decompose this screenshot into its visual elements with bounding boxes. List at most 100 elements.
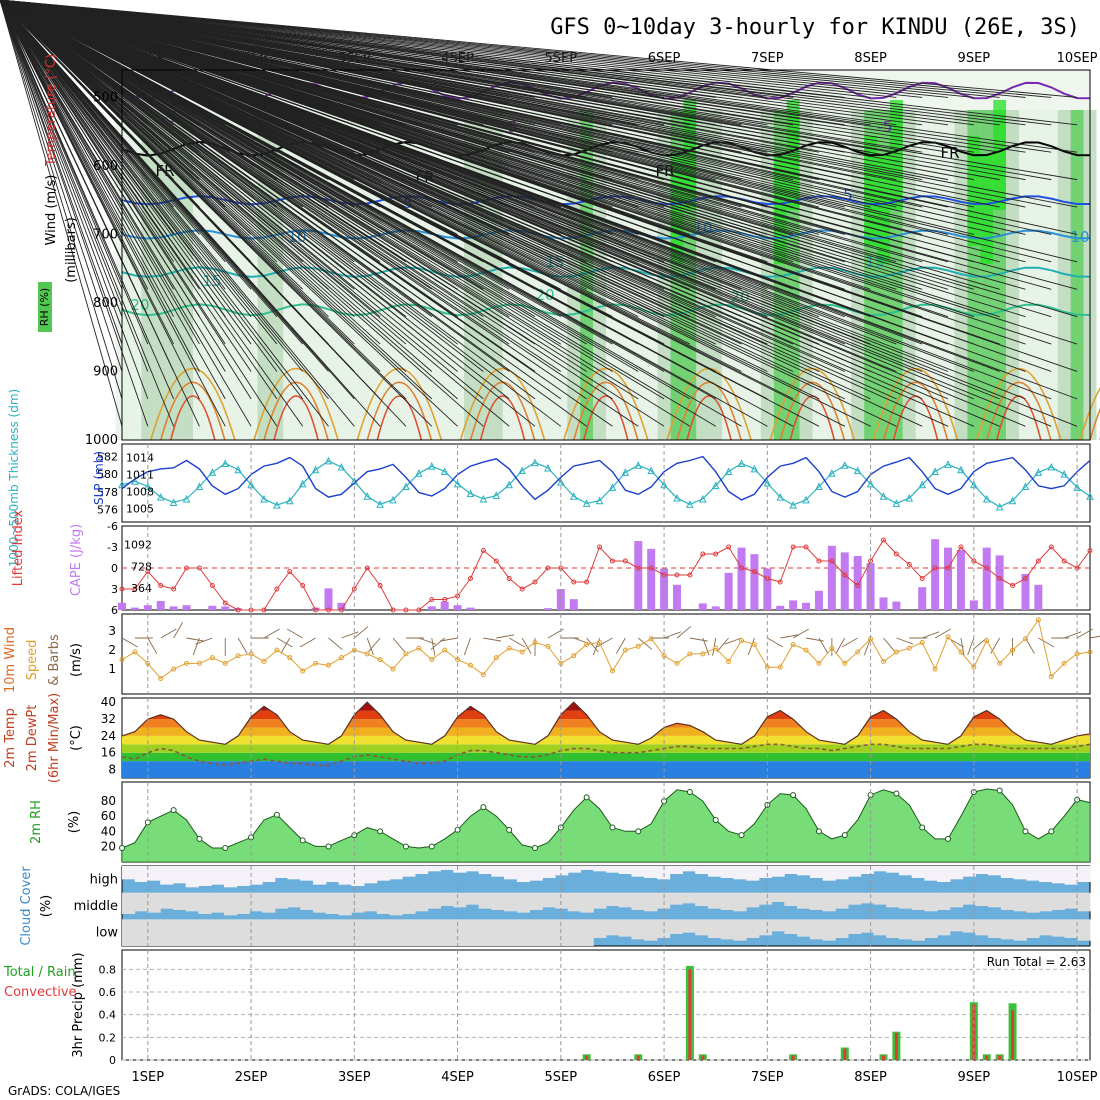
cape-bar [879,597,888,610]
cloud-clear-cell [618,892,632,908]
precip-tick: 0.8 [99,963,117,976]
rh2m-marker [325,843,332,850]
cloud-clear-cell [886,866,900,873]
rh-column [1070,110,1084,440]
cloud-clear-cell [1077,892,1091,912]
thickness-marker [918,480,927,489]
thickness-marker [402,482,410,491]
cloud-clear-cell [262,919,276,946]
cloud-clear-cell [427,892,441,909]
wind10-speed-marker [597,640,603,646]
warm-contour [170,395,216,441]
upper-wind-barb [0,0,562,400]
cloud-clear-cell [822,866,836,881]
upper-wind-barb [0,0,975,400]
credit-label: GrADS: COLA/IGES [8,1084,120,1098]
wind10-barb [934,628,951,639]
upper-wind-barb [0,0,175,400]
rh2m-marker [532,844,539,851]
wind10-speed-marker [287,655,293,661]
wind10-barb [186,637,205,642]
cloud-clear-cell [236,919,250,946]
wind10-speed-marker [751,641,757,647]
rh2m-marker [480,804,487,811]
li-tick: 6 [111,604,118,617]
warm-contour [583,395,629,441]
upper-wind-barb [0,0,329,427]
lifted-index-marker [158,583,164,588]
thickness-marker [363,492,372,500]
wind10-barb [780,634,799,639]
thickness-marker [208,468,217,476]
cloud-clear-cell [1051,892,1066,910]
thickness-marker [931,467,939,475]
cloud-clear-cell [249,892,263,912]
thickness-tick: 582 [97,450,118,463]
lifted-index-marker [803,544,809,550]
wind10-speed-marker [519,649,525,655]
cloud-clear-cell [988,892,1002,908]
cape-bar [737,547,746,610]
contour-label: 10 [1070,228,1089,246]
upper-wind-barb [0,0,1078,235]
cape-bar [944,547,953,610]
thickness-marker [944,460,952,468]
wind10-speed-marker [442,647,448,653]
cape-bar [956,550,965,610]
upper-wind-barb [0,0,897,98]
upper-wind-barb [0,0,123,400]
thickness-marker [492,491,501,499]
precip-tick: 0 [109,1054,116,1067]
upper-wind-barb [0,0,458,427]
cloud-clear-cell [440,919,454,946]
upper-wind-barb [0,0,484,400]
upper-wind-barb [0,0,1000,181]
cloud-clear-cell [1039,892,1053,912]
wind10-barb [841,637,858,648]
rh-column [1044,110,1058,440]
wind10-barb [724,637,742,645]
lifted-index-marker [416,607,422,613]
warm-contour [986,381,1052,441]
upper-wind-barb [0,0,1026,345]
cloud-clear-cell [338,866,352,885]
cloud-clear-cell [414,866,429,874]
wind10-speed-marker [1061,660,1067,666]
cape-tick: 728 [131,560,152,573]
slp-line [121,455,1091,501]
wind10-speed-marker [984,638,990,644]
cloud-clear-cell [313,919,327,946]
wind10-barb [463,637,471,656]
cloud-clear-cell [746,866,760,881]
date-label-bottom: 10SEP [1057,1070,1098,1085]
cloud-clear-cell [453,866,467,873]
cloud-clear-cell [758,919,773,936]
cloud-clear-cell [325,892,340,914]
cloud-clear-cell [1013,919,1027,941]
wind10-barb [818,637,829,654]
cloud-clear-cell [695,919,709,936]
wind10-barb [716,637,729,653]
lifted-index-marker [700,551,706,557]
cape-bar [169,606,178,610]
precip-axis-label: 3hr Precip (mm) [71,952,86,1057]
cloud-clear-cell [924,866,938,881]
cloud-clear-cell [860,866,874,874]
wind10-speed-label: Speed [25,640,40,681]
lifted-index-marker [880,537,886,543]
wind10-speed-marker [906,645,912,651]
wind10-speed-marker [1048,674,1054,680]
rh2m-marker [945,835,952,842]
cloud-clear-cell [937,866,951,882]
cloud-clear-cell [733,892,747,912]
cloud-clear-cell [453,919,467,946]
upper-wind-barb [0,0,252,345]
wind10-barb [392,637,405,653]
lifted-index-marker [364,565,370,571]
thickness-marker [195,482,204,491]
wind10-barb [439,637,458,642]
upper-wind-barb [0,0,923,427]
cape-bar [750,554,759,610]
wind10-speed-marker [429,657,435,663]
rh2m-label: 2m RH [29,800,44,844]
